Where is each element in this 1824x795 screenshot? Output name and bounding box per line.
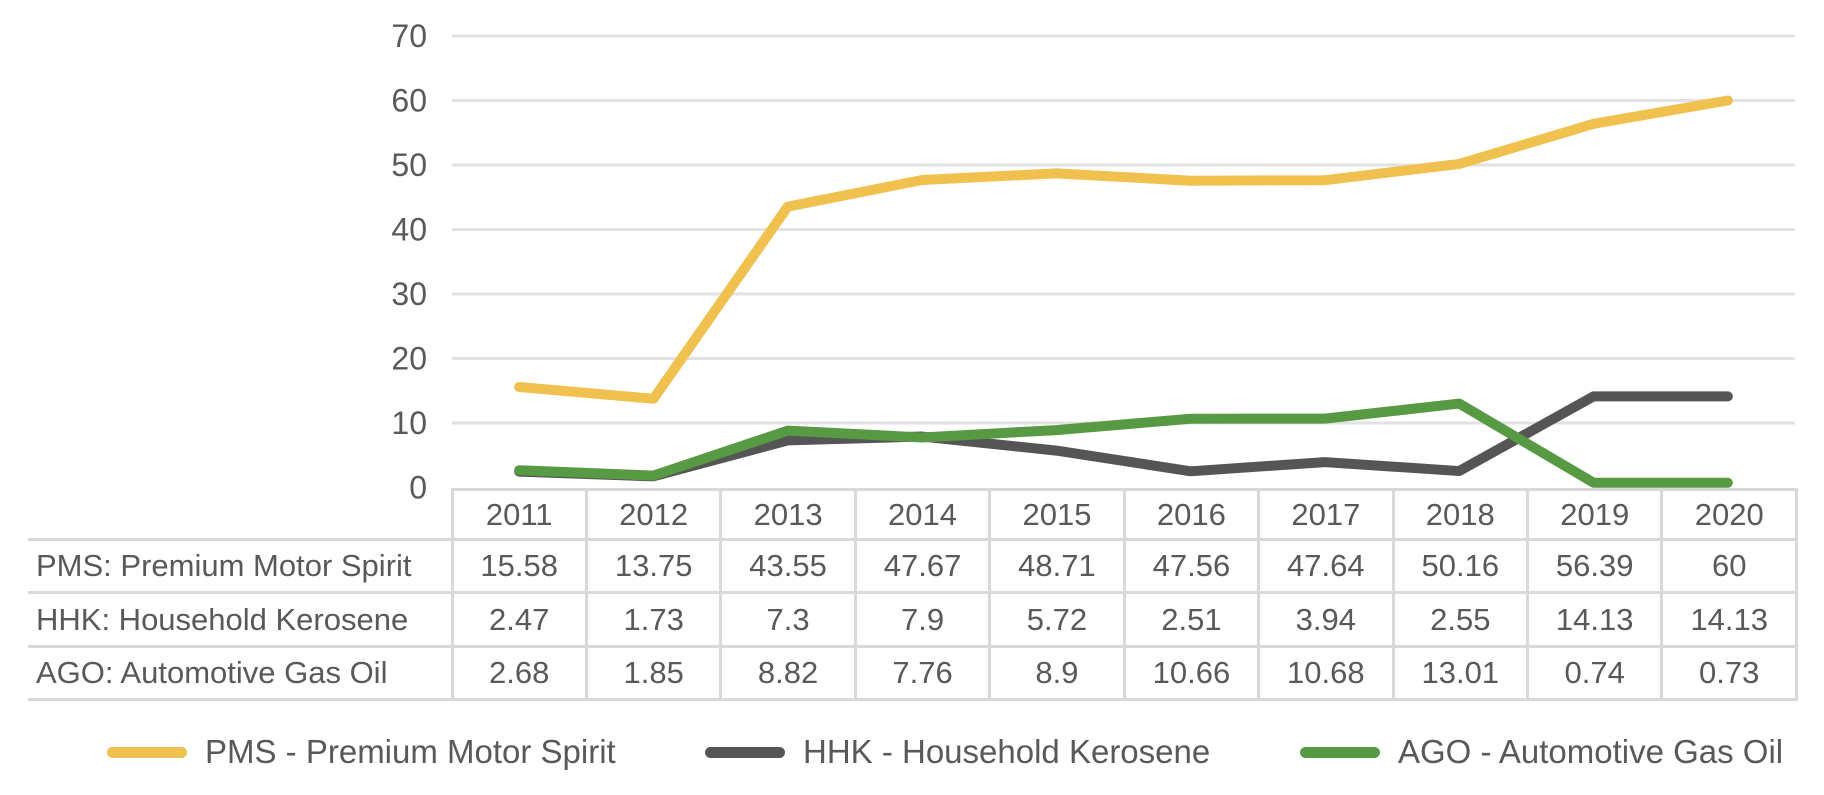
- table-header-row: 2011 2012 2013 2014 2015 2016 2017 2018 2019 2020: [28, 488, 1798, 541]
- value-cell: 0.74: [1525, 645, 1664, 701]
- data-table: 2011 2012 2013 2014 2015 2016 2017 2018 2019 2020…: [28, 488, 1798, 701]
- hhk-legend-label: HHK - Household Kerosene: [803, 733, 1211, 770]
- value-cell: 0.73: [1660, 645, 1798, 701]
- value-cell: 47.56: [1122, 538, 1261, 594]
- ago-legend-label: AGO - Automotive Gas Oil: [1398, 733, 1784, 770]
- hhk-line-swatch-icon: [705, 746, 785, 758]
- year-header-cell: 2020: [1660, 488, 1798, 541]
- hhk-series-line: [514, 391, 1733, 482]
- row-label: AGO: Automotive Gas Oil: [28, 645, 454, 701]
- year-header-cell: 2017: [1257, 488, 1395, 541]
- year-header-cell: 2018: [1391, 488, 1530, 541]
- year-header-cell: 2019: [1525, 488, 1664, 541]
- line-chart: 0 10 20 30 40 50 60 70: [391, 18, 1795, 501]
- year-header-cell: 2014: [853, 488, 992, 541]
- year-header-cell: 2013: [719, 488, 857, 541]
- value-cell: 1.85: [584, 645, 723, 701]
- pms-line-swatch-icon: [107, 746, 187, 758]
- y-axis-tick-label: 30: [391, 276, 427, 312]
- pms-legend-label: PMS - Premium Motor Spirit: [205, 733, 616, 770]
- legend-item-ago: AGO - Automotive Gas Oil: [1300, 722, 1783, 782]
- legend-item-hhk: HHK - Household Kerosene: [705, 722, 1210, 782]
- value-cell: 47.67: [853, 538, 992, 594]
- y-axis-tick-label: 0: [409, 470, 427, 501]
- y-axis-tick-label: 60: [391, 83, 427, 119]
- value-cell: 8.82: [719, 645, 857, 701]
- year-header-cell: 2016: [1122, 488, 1261, 541]
- value-cell: 14.13: [1525, 591, 1664, 648]
- value-cell: 8.9: [988, 645, 1126, 701]
- value-cell: 10.68: [1257, 645, 1395, 701]
- value-cell: 43.55: [719, 538, 857, 594]
- value-cell: 47.64: [1257, 538, 1395, 594]
- value-cell: 7.76: [853, 645, 992, 701]
- y-axis-tick-label: 40: [391, 212, 427, 248]
- value-cell: 15.58: [450, 538, 588, 594]
- value-cell: 60: [1660, 538, 1798, 594]
- value-cell: 56.39: [1525, 538, 1664, 594]
- ago-series-line: [514, 398, 1733, 488]
- y-axis-tick-label: 20: [391, 341, 427, 377]
- year-header-cell: 2012: [584, 488, 723, 541]
- table-row: PMS: Premium Motor Spirit 15.58 13.75 43.55…: [28, 538, 1798, 594]
- table-row: AGO: Automotive Gas Oil 2.68 1.85 8.82 7.76 8…: [28, 645, 1798, 701]
- value-cell: 2.68: [450, 645, 588, 701]
- year-header-cell: 2011: [450, 488, 588, 541]
- value-cell: 2.47: [450, 591, 588, 648]
- value-cell: 7.3: [719, 591, 857, 648]
- value-cell: 2.55: [1391, 591, 1530, 648]
- pms-series-line: [514, 95, 1733, 404]
- value-cell: 10.66: [1122, 645, 1261, 701]
- table-corner-cell: [28, 490, 452, 540]
- table-row: HHK: Household Kerosene 2.47 1.73 7.3 7.9 5.7…: [28, 591, 1798, 648]
- chart-legend: PMS - Premium Motor Spirit HHK - Househo…: [0, 722, 1824, 782]
- value-cell: 3.94: [1257, 591, 1395, 648]
- y-axis-tick-label: 70: [391, 18, 427, 54]
- value-cell: 2.51: [1122, 591, 1261, 648]
- value-cell: 48.71: [988, 538, 1126, 594]
- year-header-cell: 2015: [988, 488, 1126, 541]
- value-cell: 1.73: [584, 591, 723, 648]
- value-cell: 50.16: [1391, 538, 1530, 594]
- y-axis-tick-label: 50: [391, 147, 427, 183]
- ago-line-swatch-icon: [1300, 746, 1380, 758]
- value-cell: 7.9: [853, 591, 992, 648]
- y-axis-tick-label: 10: [391, 405, 427, 441]
- row-label: PMS: Premium Motor Spirit: [28, 538, 454, 594]
- value-cell: 13.75: [584, 538, 723, 594]
- value-cell: 5.72: [988, 591, 1126, 648]
- row-label: HHK: Household Kerosene: [28, 591, 454, 648]
- legend-item-pms: PMS - Premium Motor Spirit: [107, 722, 616, 782]
- value-cell: 13.01: [1391, 645, 1530, 701]
- value-cell: 14.13: [1660, 591, 1798, 648]
